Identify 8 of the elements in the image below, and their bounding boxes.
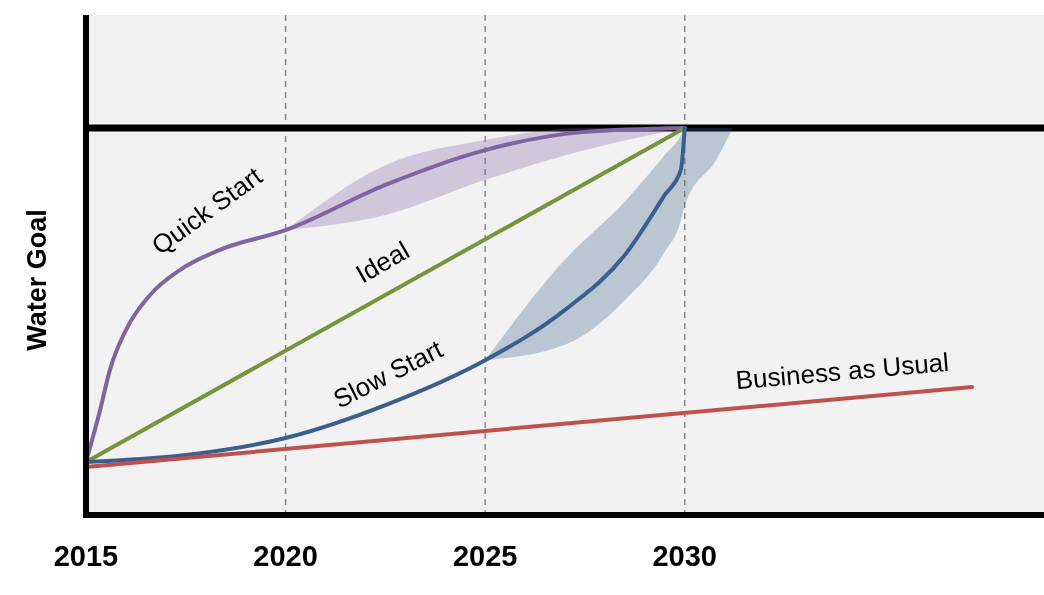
text: Slow Start [328, 333, 449, 415]
text: Ideal [350, 235, 415, 290]
series-label: Business as Usual [734, 346, 951, 396]
x-tick-label: 2015 [53, 540, 119, 572]
x-tick-label: 2020 [253, 540, 318, 572]
x-tick-label: 2025 [452, 540, 518, 572]
x-tick-label: 2030 [652, 540, 718, 572]
y-axis-title: Water Goal [22, 209, 52, 351]
